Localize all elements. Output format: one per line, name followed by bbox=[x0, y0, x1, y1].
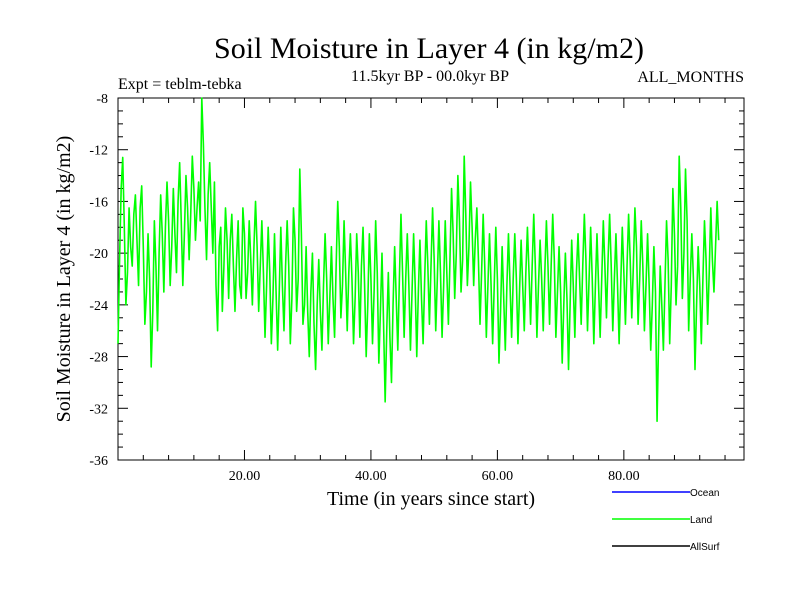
legend: Ocean Land AllSurf bbox=[612, 488, 720, 553]
months-label: ALL_MONTHS bbox=[637, 69, 744, 86]
series-line-land bbox=[117, 97, 720, 423]
chart-title: Soil Moisture in Layer 4 (in kg/m2) bbox=[214, 32, 644, 65]
y-tick-label: -28 bbox=[89, 351, 108, 366]
legend-label-allsurf: AllSurf bbox=[690, 542, 720, 553]
y-tick-label: -24 bbox=[89, 299, 108, 314]
y-tick-label: -32 bbox=[89, 402, 108, 417]
plot-area bbox=[117, 97, 720, 423]
x-tick-label: 60.00 bbox=[482, 469, 514, 484]
x-tick-label: 40.00 bbox=[355, 469, 387, 484]
x-tick-label: 80.00 bbox=[608, 469, 640, 484]
legend-label-ocean: Ocean bbox=[690, 488, 719, 499]
x-tick-label: 20.00 bbox=[229, 469, 261, 484]
y-tick-label: -36 bbox=[89, 454, 108, 469]
y-tick-label: -12 bbox=[89, 144, 108, 159]
period-subtitle: 11.5kyr BP - 00.0kyr BP bbox=[351, 68, 509, 85]
y-axis: -8 -12 -16 -20 -24 -28 -32 -36 bbox=[89, 92, 744, 469]
y-tick-label: -8 bbox=[96, 92, 108, 107]
legend-label-land: Land bbox=[690, 515, 712, 526]
x-axis: 20.00 40.00 60.00 80.00 bbox=[142, 98, 726, 484]
y-tick-label: -16 bbox=[89, 195, 108, 210]
expt-label: Expt = teblm-tebka bbox=[118, 76, 242, 93]
y-axis-label: Soil Moisture in Layer 4 (in kg/m2) bbox=[53, 136, 75, 423]
x-axis-label: Time (in years since start) bbox=[327, 488, 535, 510]
y-tick-label: -20 bbox=[89, 247, 108, 262]
